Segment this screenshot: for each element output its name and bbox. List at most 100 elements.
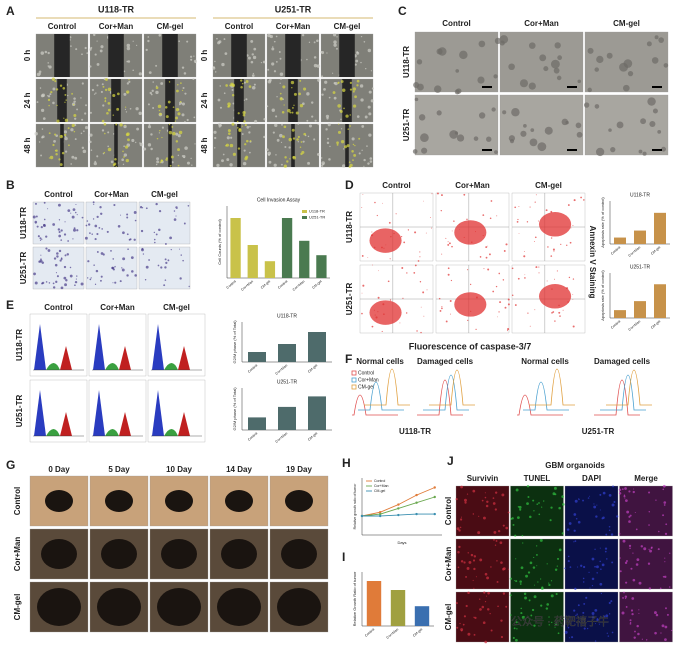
image <box>138 201 191 245</box>
texture <box>621 488 624 490</box>
texture <box>634 630 636 633</box>
texture <box>293 104 295 106</box>
bar <box>248 417 266 430</box>
texture <box>347 128 350 130</box>
texture <box>321 75 324 78</box>
texture <box>582 499 584 502</box>
texture <box>164 243 167 245</box>
x-tick-label: Cor+Man <box>386 627 400 639</box>
row-label: 48 h <box>200 137 209 153</box>
texture <box>520 607 522 610</box>
image <box>499 31 584 93</box>
texture <box>117 224 121 228</box>
histogram <box>60 346 72 370</box>
texture <box>577 604 580 607</box>
texture <box>64 283 67 287</box>
texture <box>192 78 195 81</box>
texture <box>526 484 530 488</box>
texture <box>527 496 530 498</box>
x-tick-label: Control <box>610 319 621 329</box>
texture <box>183 72 187 75</box>
texture <box>485 246 488 249</box>
texture <box>292 155 295 159</box>
texture <box>283 164 287 168</box>
column-header: Control <box>442 19 470 28</box>
texture <box>488 253 491 256</box>
cloud <box>369 228 402 253</box>
bar <box>299 240 310 278</box>
texture <box>574 540 577 543</box>
texture <box>496 215 498 217</box>
texture <box>94 224 98 228</box>
point <box>433 486 436 489</box>
texture <box>553 250 555 252</box>
texture <box>425 232 427 234</box>
texture <box>153 238 156 241</box>
texture <box>89 48 92 51</box>
texture <box>317 123 320 126</box>
texture <box>353 104 357 108</box>
texture <box>490 566 492 568</box>
texture <box>534 236 537 239</box>
curve <box>517 394 563 416</box>
texture <box>588 495 590 497</box>
texture <box>135 107 139 111</box>
texture <box>307 135 310 138</box>
texture <box>145 48 148 52</box>
texture <box>430 227 432 229</box>
texture <box>299 103 304 108</box>
texture <box>230 82 234 87</box>
texture <box>173 210 176 212</box>
texture <box>337 104 341 108</box>
column-header: Control <box>382 181 410 190</box>
image <box>510 591 564 643</box>
texture <box>550 237 553 239</box>
texture <box>364 115 368 119</box>
texture <box>595 515 598 518</box>
texture <box>511 294 514 297</box>
texture <box>638 149 643 154</box>
panel-label: J <box>447 454 454 468</box>
texture <box>37 235 40 238</box>
histogram <box>46 429 60 436</box>
texture <box>125 158 129 163</box>
texture <box>226 136 230 140</box>
texture <box>282 135 285 139</box>
texture <box>414 231 417 234</box>
texture <box>573 529 576 532</box>
texture <box>45 281 48 283</box>
texture <box>303 87 307 91</box>
texture <box>647 97 656 106</box>
texture <box>401 266 404 269</box>
texture <box>302 102 305 106</box>
texture <box>632 578 636 582</box>
texture <box>289 158 291 160</box>
group-title: U251-TR <box>582 427 615 436</box>
texture <box>622 539 626 543</box>
texture <box>281 123 283 126</box>
group-title: U118-TR <box>399 427 431 436</box>
texture <box>473 633 476 636</box>
texture <box>545 607 549 610</box>
texture <box>575 517 578 520</box>
texture <box>354 144 356 147</box>
texture <box>94 238 97 241</box>
texture <box>112 282 114 284</box>
histogram <box>60 412 72 436</box>
texture <box>605 533 608 536</box>
texture <box>250 60 254 64</box>
x-tick-label: Cor+Man <box>275 363 289 375</box>
texture <box>275 60 278 63</box>
texture <box>275 35 278 38</box>
texture <box>636 558 640 562</box>
tumor <box>41 539 77 569</box>
texture <box>456 134 465 142</box>
texture <box>126 213 129 216</box>
texture <box>341 164 346 168</box>
texture <box>505 526 509 530</box>
texture <box>580 196 582 199</box>
texture <box>456 626 459 629</box>
texture <box>569 566 572 568</box>
texture <box>114 266 116 268</box>
texture <box>438 297 441 300</box>
